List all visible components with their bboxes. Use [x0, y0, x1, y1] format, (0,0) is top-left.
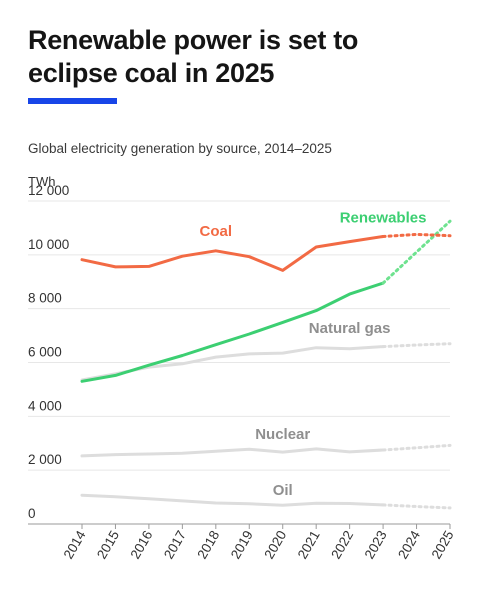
x-tick-label: 2019	[228, 528, 256, 562]
series-lines	[80, 219, 452, 510]
chart-subtitle: Global electricity generation by source,…	[28, 141, 332, 156]
natural-gas-label: Natural gas	[309, 320, 391, 337]
y-tick-label: 10 000	[28, 237, 69, 252]
x-tick-label: 2016	[127, 528, 155, 562]
x-tick-label: 2024	[395, 528, 423, 562]
x-tick-label: 2015	[94, 528, 122, 562]
x-tick-label: 2025	[429, 528, 457, 562]
renewables-forecast-line	[381, 219, 452, 285]
y-tick-label: 12 000	[28, 183, 69, 198]
renewables-line	[80, 281, 385, 383]
nuclear-label: Nuclear	[255, 426, 310, 443]
x-tick-label: 2020	[261, 528, 289, 562]
x-tick-label: 2023	[362, 528, 390, 562]
y-tick-label: 6 000	[28, 345, 62, 360]
x-tick-label: 2022	[328, 528, 356, 562]
y-tick-label: 4 000	[28, 398, 62, 413]
y-tick-label: 0	[28, 506, 36, 521]
natural-gas-forecast-line	[381, 342, 452, 349]
y-tick-label: 8 000	[28, 291, 62, 306]
x-axis-ticks: 2014 2015 2016 2017 2018 2019 2020 2021 2022 2023…	[61, 524, 457, 562]
gridlines	[28, 200, 450, 525]
natural-gas-line	[80, 345, 385, 382]
x-tick-label: 2017	[161, 528, 189, 562]
x-tick-label: 2021	[295, 528, 323, 562]
x-tick-label: 2014	[61, 528, 89, 562]
x-tick-label: 2018	[194, 528, 222, 562]
coal-label: Coal	[200, 223, 233, 240]
y-axis-unit-label: TWh	[28, 174, 55, 189]
nuclear-line	[80, 447, 385, 458]
chart-title: Renewable power is set to eclipse coal i…	[28, 25, 359, 88]
nuclear-forecast-line	[381, 443, 452, 452]
title-accent-bar	[28, 98, 117, 104]
y-axis-ticks: 0 2 000 4 000 6 000 8 000 10 000 12 000	[28, 183, 69, 521]
renewables-label: Renewables	[340, 210, 427, 227]
oil-forecast-line	[381, 503, 452, 510]
coal-forecast-line	[381, 232, 452, 238]
y-tick-label: 2 000	[28, 452, 62, 467]
coal-line	[80, 235, 385, 272]
oil-line	[80, 493, 385, 507]
oil-label: Oil	[273, 482, 293, 499]
series-labels: Coal Renewables Natural gas Nuclear Oil	[200, 210, 427, 499]
